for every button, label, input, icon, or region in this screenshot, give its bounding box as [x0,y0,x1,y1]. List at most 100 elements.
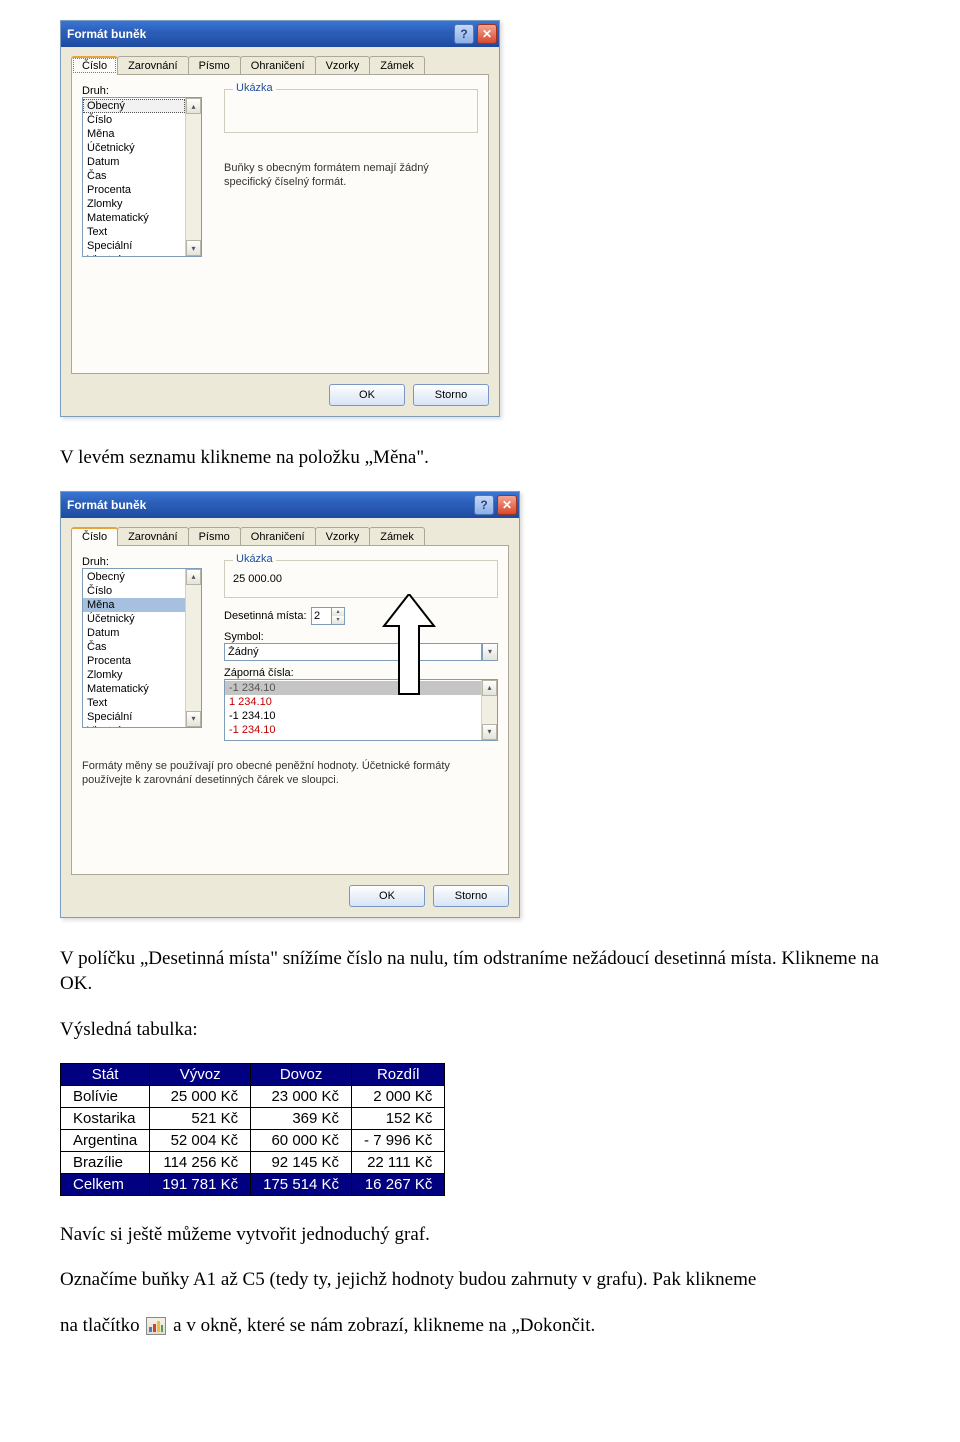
tab-ohraniceni[interactable]: Ohraničení [240,527,316,546]
table-header-row: Stát Vývoz Dovoz Rozdíl [61,1063,445,1085]
cancel-button[interactable]: Storno [433,885,509,907]
scroll-up-icon[interactable]: ▴ [186,569,201,585]
dropdown-icon[interactable]: ▾ [482,643,498,661]
scrollbar[interactable]: ▴ ▾ [481,680,497,740]
decimals-label: Desetinná místa: [224,610,307,622]
paragraph: Označíme buňky A1 až C5 (tedy ty, jejich… [60,1267,900,1293]
table-row: Brazílie114 256 Kč92 145 Kč22 111 Kč [61,1151,445,1173]
list-item[interactable]: Speciální [83,710,185,724]
tab-cislo[interactable]: Číslo [71,527,118,546]
titlebar[interactable]: Formát buněk ? ✕ [61,21,499,47]
sample-value: 25 000.00 [233,573,282,585]
list-item[interactable]: Procenta [83,183,185,197]
spin-up-icon[interactable]: ▴ [332,608,344,616]
list-item[interactable]: Účetnický [83,141,185,155]
tab-vzorky[interactable]: Vzorky [315,56,371,75]
list-item[interactable]: Číslo [83,584,185,598]
format-cells-dialog-1: Formát buněk ? ✕ Číslo Zarovnání Písmo O… [60,20,500,417]
titlebar[interactable]: Formát buněk ? ✕ [61,492,519,518]
list-item[interactable]: Matematický [83,682,185,696]
list-item[interactable]: -1 234.10 [225,681,481,695]
list-item[interactable]: Datum [83,626,185,640]
col-dovoz: Dovoz [251,1063,352,1085]
result-table: Stát Vývoz Dovoz Rozdíl Bolívie25 000 Kč… [60,1063,445,1196]
negnum-label: Záporná čísla: [224,667,498,679]
tab-strip: Číslo Zarovnání Písmo Ohraničení Vzorky … [71,526,509,545]
list-item[interactable]: Text [83,696,185,710]
druh-label: Druh: [82,85,212,97]
ok-button[interactable]: OK [329,384,405,406]
scroll-up-icon[interactable]: ▴ [186,98,201,114]
spin-down-icon[interactable]: ▾ [332,616,344,624]
paragraph: na tlačítko a v okně, které se nám zobra… [60,1313,900,1339]
list-item[interactable]: Měna [83,127,185,141]
table-row: Bolívie25 000 Kč23 000 Kč2 000 Kč [61,1085,445,1107]
paragraph: Výsledná tabulka: [60,1017,900,1043]
chart-wizard-icon[interactable] [146,1317,166,1335]
paragraph: V levém seznamu klikneme na položku „Měn… [60,445,900,471]
druh-label: Druh: [82,556,212,568]
general-hint: Buňky s obecným formátem nemají žádný sp… [224,161,478,190]
help-icon[interactable]: ? [474,495,494,515]
scroll-down-icon[interactable]: ▾ [186,240,201,256]
tab-pismo[interactable]: Písmo [188,527,241,546]
list-item[interactable]: Vlastní [83,724,185,728]
tab-strip: Číslo Zarovnání Písmo Ohraničení Vzorky … [71,55,489,74]
decimals-spinner[interactable]: ▴▾ [311,607,345,625]
list-item[interactable]: Text [83,225,185,239]
list-item[interactable]: 1 234.10 [225,695,481,709]
cancel-button[interactable]: Storno [413,384,489,406]
col-rozdil: Rozdíl [352,1063,445,1085]
list-item[interactable]: Měna [83,598,185,612]
tab-zarovnani[interactable]: Zarovnání [117,56,189,75]
list-item[interactable]: Procenta [83,654,185,668]
scroll-down-icon[interactable]: ▾ [186,711,201,727]
help-icon[interactable]: ? [454,24,474,44]
decimals-input[interactable] [311,607,331,625]
close-icon[interactable]: ✕ [497,495,517,515]
list-item[interactable]: Čas [83,169,185,183]
scrollbar[interactable]: ▴ ▾ [185,569,201,727]
tab-zamek[interactable]: Zámek [369,56,425,75]
col-stat: Stát [61,1063,150,1085]
list-item[interactable]: Speciální [83,239,185,253]
tab-pismo[interactable]: Písmo [188,56,241,75]
col-vyvoz: Vývoz [150,1063,251,1085]
tab-vzorky[interactable]: Vzorky [315,527,371,546]
ok-button[interactable]: OK [349,885,425,907]
tab-ohraniceni[interactable]: Ohraničení [240,56,316,75]
scroll-down-icon[interactable]: ▾ [482,724,497,740]
category-listbox[interactable]: Obecný Číslo Měna Účetnický Datum Čas Pr… [82,568,202,728]
table-row: Argentina52 004 Kč60 000 Kč- 7 996 Kč [61,1129,445,1151]
window-title: Formát buněk [67,498,471,512]
list-item[interactable]: Účetnický [83,612,185,626]
scroll-up-icon[interactable]: ▴ [482,680,497,696]
currency-hint: Formáty měny se používají pro obecné pen… [82,759,498,788]
list-item[interactable]: Zlomky [83,197,185,211]
table-total-row: Celkem191 781 Kč175 514 Kč16 267 Kč [61,1173,445,1195]
ukazka-label: Ukázka [233,553,276,565]
tab-zamek[interactable]: Zámek [369,527,425,546]
list-item[interactable]: Zlomky [83,668,185,682]
scrollbar[interactable]: ▴ ▾ [185,98,201,256]
ukazka-label: Ukázka [233,82,276,94]
tab-zarovnani[interactable]: Zarovnání [117,527,189,546]
close-icon[interactable]: ✕ [477,24,497,44]
list-item[interactable]: Vlastní [83,253,185,257]
list-item[interactable]: Číslo [83,113,185,127]
table-row: Kostarika521 Kč369 Kč152 Kč [61,1107,445,1129]
list-item[interactable]: Matematický [83,211,185,225]
negative-numbers-listbox[interactable]: -1 234.10 1 234.10 -1 234.10 -1 234.10 ▴… [224,679,498,741]
list-item[interactable]: -1 234.10 [225,723,481,737]
list-item[interactable]: Obecný [83,99,185,113]
category-listbox[interactable]: Obecný Číslo Měna Účetnický Datum Čas Pr… [82,97,202,257]
tab-cislo[interactable]: Číslo [71,56,118,75]
list-item[interactable]: -1 234.10 [225,709,481,723]
paragraph: V políčku „Desetinná místa" snížíme čísl… [60,946,900,997]
symbol-select[interactable] [224,643,482,661]
list-item[interactable]: Čas [83,640,185,654]
format-cells-dialog-2: Formát buněk ? ✕ Číslo Zarovnání Písmo O… [60,491,520,918]
paragraph: Navíc si ještě můžeme vytvořit jednoduch… [60,1222,900,1248]
list-item[interactable]: Obecný [83,570,185,584]
list-item[interactable]: Datum [83,155,185,169]
